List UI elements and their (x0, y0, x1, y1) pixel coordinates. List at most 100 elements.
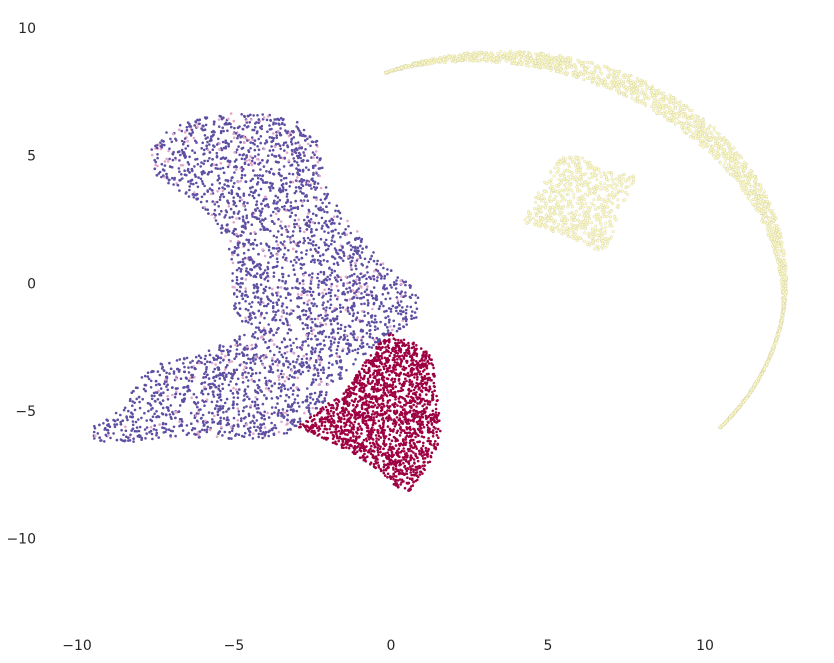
data-point (290, 142, 294, 146)
data-point (264, 204, 267, 207)
data-point (324, 248, 328, 252)
data-point (230, 140, 233, 143)
data-point (277, 278, 281, 282)
data-point (351, 432, 355, 435)
data-point (178, 159, 181, 162)
data-point (244, 320, 247, 323)
data-point (258, 321, 262, 325)
data-point (322, 307, 326, 310)
data-point (251, 215, 254, 218)
data-point (240, 294, 243, 298)
data-point (207, 383, 210, 386)
data-point (237, 266, 241, 270)
data-point (154, 383, 158, 387)
data-point (249, 155, 252, 158)
data-point (328, 277, 332, 281)
data-point (392, 324, 396, 328)
data-point (362, 438, 366, 442)
data-point (400, 290, 404, 293)
data-point (238, 335, 241, 338)
data-point (384, 297, 388, 301)
data-point (302, 274, 306, 277)
data-point (262, 301, 265, 305)
data-point (217, 374, 220, 377)
data-point (267, 323, 271, 326)
data-point (206, 208, 209, 211)
data-point (277, 209, 280, 213)
data-point (236, 423, 240, 427)
data-point (253, 148, 257, 152)
data-point (253, 380, 256, 383)
data-point (106, 434, 110, 437)
data-point (288, 338, 292, 342)
data-point (238, 290, 242, 293)
data-point (280, 226, 284, 230)
data-point (328, 266, 331, 270)
data-point (189, 411, 193, 415)
data-point (352, 400, 356, 404)
data-point (256, 296, 260, 299)
data-point (300, 357, 304, 361)
data-point (372, 259, 376, 263)
data-point (369, 324, 372, 328)
data-point (396, 358, 399, 361)
data-point (229, 239, 232, 243)
data-point (323, 192, 326, 196)
data-point (324, 393, 328, 397)
data-point (382, 285, 386, 289)
data-point (276, 200, 279, 204)
data-point (421, 454, 424, 458)
data-point (171, 410, 174, 414)
data-point (412, 403, 416, 407)
data-point (234, 132, 238, 135)
data-point (297, 244, 300, 248)
data-point (306, 324, 309, 327)
data-point (390, 439, 394, 443)
data-point (248, 272, 251, 275)
data-point (235, 217, 238, 220)
data-point (222, 146, 226, 150)
data-point (310, 337, 313, 341)
data-point (263, 434, 267, 437)
data-point (207, 411, 211, 414)
data-point (342, 414, 345, 417)
data-point (298, 229, 302, 233)
data-point (239, 285, 242, 289)
data-point (335, 204, 339, 207)
data-point (203, 152, 206, 156)
data-point (216, 179, 219, 182)
data-point (294, 199, 298, 203)
data-point (380, 357, 384, 360)
data-point (249, 404, 253, 407)
data-point (312, 328, 315, 332)
data-point (119, 423, 123, 426)
data-point (155, 391, 159, 394)
data-point (156, 153, 159, 156)
data-point (389, 409, 392, 413)
data-point (135, 426, 139, 429)
data-point (312, 185, 316, 189)
data-point (302, 363, 305, 367)
data-point (350, 391, 353, 395)
data-point (317, 354, 321, 358)
data-point (263, 410, 267, 414)
data-point (280, 310, 284, 313)
data-point (357, 442, 361, 446)
data-point (266, 271, 269, 275)
data-point (312, 240, 315, 243)
data-point (233, 338, 237, 342)
data-point (266, 228, 270, 231)
data-point (388, 297, 392, 300)
data-point (296, 305, 299, 308)
data-point (271, 356, 274, 360)
data-point (260, 311, 263, 315)
data-point (377, 343, 381, 346)
data-point (307, 168, 311, 172)
data-point (149, 379, 153, 383)
data-point (238, 125, 241, 128)
data-point (404, 308, 408, 312)
data-point (434, 403, 438, 406)
data-point (343, 329, 347, 333)
data-point (405, 379, 408, 383)
data-point (352, 279, 355, 283)
